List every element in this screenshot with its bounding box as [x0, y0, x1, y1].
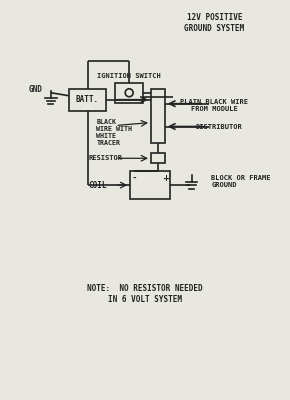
Text: IGNITION SWITCH: IGNITION SWITCH: [97, 73, 161, 79]
Bar: [69, 89, 106, 111]
Text: 12V POSITIVE
GROUND SYSTEM: 12V POSITIVE GROUND SYSTEM: [184, 13, 244, 33]
Text: NOTE:  NO RESISTOR NEEDED
IN 6 VOLT SYSTEM: NOTE: NO RESISTOR NEEDED IN 6 VOLT SYSTE…: [87, 284, 203, 304]
Text: -: -: [132, 174, 136, 183]
Bar: [130, 171, 170, 199]
Text: BATT.: BATT.: [76, 95, 99, 104]
Text: GND: GND: [29, 85, 43, 94]
Text: +: +: [162, 174, 169, 183]
Bar: [151, 153, 165, 163]
Text: RESISTOR: RESISTOR: [88, 155, 123, 161]
Text: BLACK
WIRE WITH
WHITE
TRACER: BLACK WIRE WITH WHITE TRACER: [97, 118, 133, 146]
Bar: [151, 89, 165, 143]
Text: COIL: COIL: [88, 181, 107, 190]
Text: BLOCK OR FRAME
GROUND: BLOCK OR FRAME GROUND: [211, 175, 271, 188]
Bar: [115, 83, 143, 103]
Text: PLAIN BLACK WIRE
FROM MODULE: PLAIN BLACK WIRE FROM MODULE: [180, 99, 248, 112]
Text: DISTRIBUTOR: DISTRIBUTOR: [196, 124, 243, 130]
